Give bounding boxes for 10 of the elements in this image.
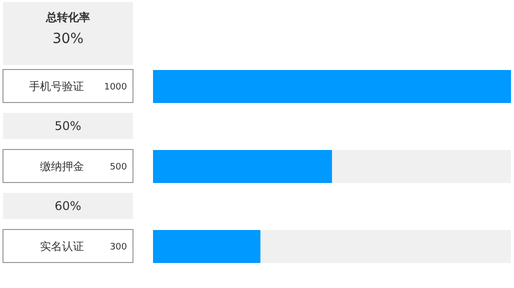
text: 60%	[3, 193, 133, 219]
text: 30%	[51, 31, 85, 47]
text: 50%	[3, 113, 133, 139]
data-label: 1000	[104, 82, 128, 93]
y-tick-label: 缴纳押金	[40, 160, 84, 173]
data-label: 500	[110, 162, 128, 173]
text: 总转化率	[44, 10, 91, 25]
y-tick-label: 手机号验证	[29, 80, 84, 93]
y-tick-label: 实名认证	[40, 240, 84, 253]
data-label: 300	[110, 242, 128, 253]
